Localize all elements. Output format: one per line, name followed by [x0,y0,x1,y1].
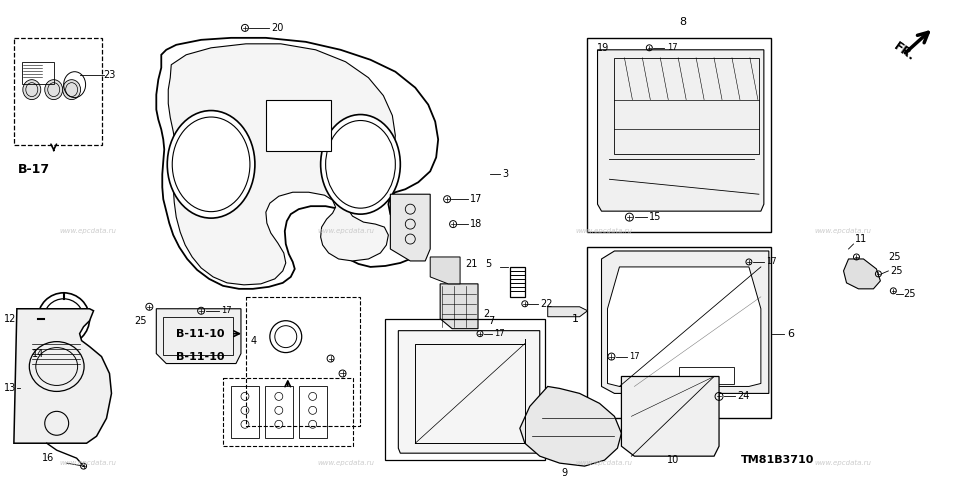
Text: FR.: FR. [891,40,918,64]
Text: 15: 15 [649,212,661,222]
Text: 18: 18 [470,219,482,229]
Polygon shape [168,44,396,285]
Text: 13: 13 [4,383,16,393]
Text: 14: 14 [32,349,44,359]
Text: www.epcdata.ru: www.epcdata.ru [318,460,374,466]
Polygon shape [398,331,540,453]
Text: www.epcdata.ru: www.epcdata.ru [576,460,633,466]
Text: 9: 9 [562,468,567,478]
Text: B-17: B-17 [18,163,50,176]
Text: 19: 19 [596,43,609,53]
Text: 20: 20 [271,23,283,33]
Bar [13,38,102,146]
Text: 25: 25 [888,252,900,262]
Text: 25: 25 [903,289,916,299]
Text: 6: 6 [787,329,794,339]
Text: 11: 11 [854,234,867,244]
Text: 25: 25 [134,316,147,326]
Text: www.epcdata.ru: www.epcdata.ru [815,228,872,234]
Bar [679,366,734,385]
Text: 17: 17 [494,329,505,338]
Polygon shape [391,194,430,261]
Text: 17: 17 [221,306,231,315]
Bar [385,319,544,460]
Text: 10: 10 [667,455,680,465]
Text: 17: 17 [630,352,640,361]
Bar [587,247,771,418]
Ellipse shape [45,80,62,100]
Text: 4: 4 [251,336,257,346]
Polygon shape [548,307,588,317]
Polygon shape [156,309,241,364]
Polygon shape [621,376,719,456]
Text: B-11-10: B-11-10 [177,352,225,362]
Bar [231,387,259,438]
Text: www.epcdata.ru: www.epcdata.ru [576,228,633,234]
Bar [246,297,361,426]
Bar [299,387,326,438]
Text: 16: 16 [42,453,54,463]
Bar [163,317,233,354]
Text: 21: 21 [465,259,477,269]
Text: 7: 7 [488,316,494,326]
Bar [223,378,352,446]
Text: 12: 12 [4,314,16,324]
Text: www.epcdata.ru: www.epcdata.ru [815,460,872,466]
Text: 3: 3 [502,169,508,179]
Bar [22,62,54,84]
Ellipse shape [167,111,255,218]
Bar [266,100,330,151]
Polygon shape [519,387,621,466]
Ellipse shape [23,80,40,100]
Polygon shape [430,257,460,284]
Bar [587,38,771,232]
Polygon shape [602,251,769,393]
Text: 17: 17 [470,194,483,204]
Polygon shape [608,267,761,387]
Polygon shape [597,50,764,211]
Text: 5: 5 [485,259,492,269]
Text: 22: 22 [540,299,552,309]
Text: 8: 8 [679,17,686,27]
Ellipse shape [321,114,400,214]
Ellipse shape [62,80,81,100]
Text: B-11-10: B-11-10 [177,329,225,339]
Text: 2: 2 [483,309,490,319]
Text: TM81B3710: TM81B3710 [741,455,814,465]
Polygon shape [844,259,880,289]
Text: 25: 25 [890,266,902,276]
Text: 17: 17 [667,43,678,52]
Text: www.epcdata.ru: www.epcdata.ru [60,228,116,234]
Text: 1: 1 [571,314,579,324]
Bar [265,387,293,438]
Text: 17: 17 [766,257,777,266]
Text: www.epcdata.ru: www.epcdata.ru [60,460,116,466]
Text: 23: 23 [104,70,116,80]
Polygon shape [13,309,111,443]
Text: www.epcdata.ru: www.epcdata.ru [318,228,374,234]
Text: 24: 24 [737,391,750,401]
Polygon shape [441,284,478,329]
